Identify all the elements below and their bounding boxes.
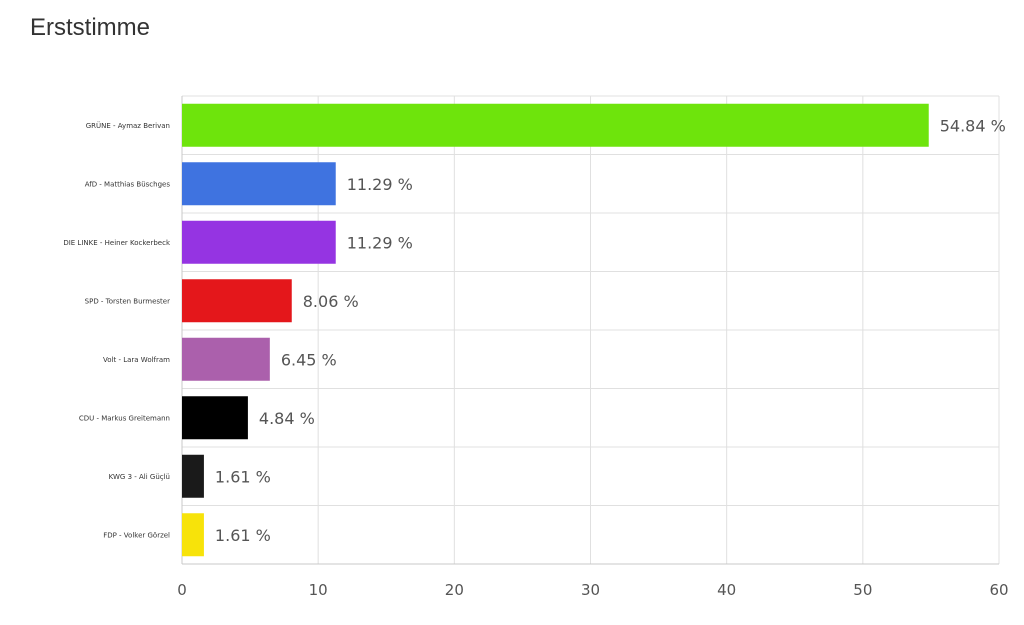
bar xyxy=(182,279,292,323)
value-label: 1.61 % xyxy=(215,467,271,486)
value-label: 11.29 % xyxy=(347,233,413,252)
value-label: 11.29 % xyxy=(347,175,413,194)
value-label: 8.06 % xyxy=(303,292,359,311)
value-label: 4.84 % xyxy=(259,409,315,428)
bar xyxy=(182,513,204,557)
x-tick-label: 30 xyxy=(581,581,600,599)
bar xyxy=(182,454,204,498)
bar xyxy=(182,162,336,206)
x-tick-label: 0 xyxy=(177,581,187,599)
x-tick-label: 10 xyxy=(309,581,328,599)
chart-title: Erststimme xyxy=(30,14,150,41)
category-label: AfD - Matthias Büschges xyxy=(85,180,171,188)
value-label: 6.45 % xyxy=(281,350,337,369)
value-label: 1.61 % xyxy=(215,526,271,545)
x-tick-label: 20 xyxy=(445,581,464,599)
category-label: CDU - Markus Greitemann xyxy=(79,414,170,422)
category-label: GRÜNE - Aymaz Berivan xyxy=(86,121,170,130)
bar xyxy=(182,103,929,147)
x-tick-label: 40 xyxy=(717,581,736,599)
category-label: KWG 3 - Ali Güçlü xyxy=(109,473,170,481)
category-label: Volt - Lara Wolfram xyxy=(103,356,170,364)
bar xyxy=(182,220,336,264)
x-tick-label: 60 xyxy=(989,581,1008,599)
x-tick-label: 50 xyxy=(853,581,872,599)
category-label: FDP - Volker Görzel xyxy=(103,531,170,539)
bar xyxy=(182,396,248,440)
value-label: 54.84 % xyxy=(940,116,1006,135)
category-label: DIE LINKE - Heiner Kockerbeck xyxy=(63,239,171,247)
bar xyxy=(182,337,270,381)
category-label: SPD - Torsten Burmester xyxy=(85,297,170,305)
